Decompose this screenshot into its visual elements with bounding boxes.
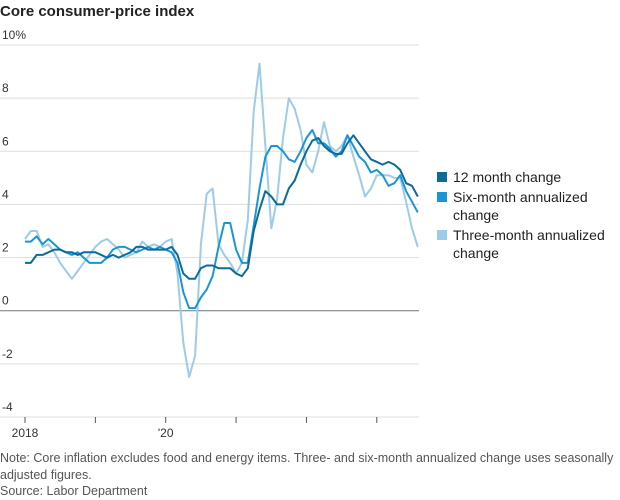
legend-swatch — [437, 230, 447, 240]
y-tick-label: 8 — [2, 81, 9, 95]
y-tick-label: 0 — [2, 294, 9, 308]
source: Source: Labor Department — [0, 484, 148, 498]
x-tick-label: 2018 — [12, 426, 39, 440]
y-tick-label: 2 — [2, 241, 9, 255]
legend-label: Three-month annualized change — [453, 227, 605, 261]
legend-label: Six-month annualized change — [453, 189, 588, 223]
legend-swatch — [437, 192, 447, 202]
x-tick-label: '20 — [158, 426, 174, 440]
y-tick-label: -2 — [2, 347, 13, 361]
series-line — [24, 62, 419, 379]
legend-label: 12 month change — [453, 169, 562, 185]
y-tick-label: -4 — [2, 400, 13, 414]
legend-item: Three-month annualized change — [437, 226, 620, 262]
y-tick-label: 10% — [2, 28, 26, 42]
series-line — [25, 134, 419, 280]
legend-swatch — [437, 172, 447, 182]
legend: 12 month change Six-month annualized chan… — [437, 168, 620, 264]
legend-item: 12 month change — [437, 168, 620, 186]
y-tick-label: 6 — [2, 134, 9, 148]
note: Note: Core inflation excludes food and e… — [0, 451, 614, 482]
series-line — [25, 129, 419, 310]
chart-title: Core consumer-price index — [0, 3, 195, 20]
y-tick-label: 4 — [2, 187, 9, 201]
legend-item: Six-month annualized change — [437, 188, 620, 224]
